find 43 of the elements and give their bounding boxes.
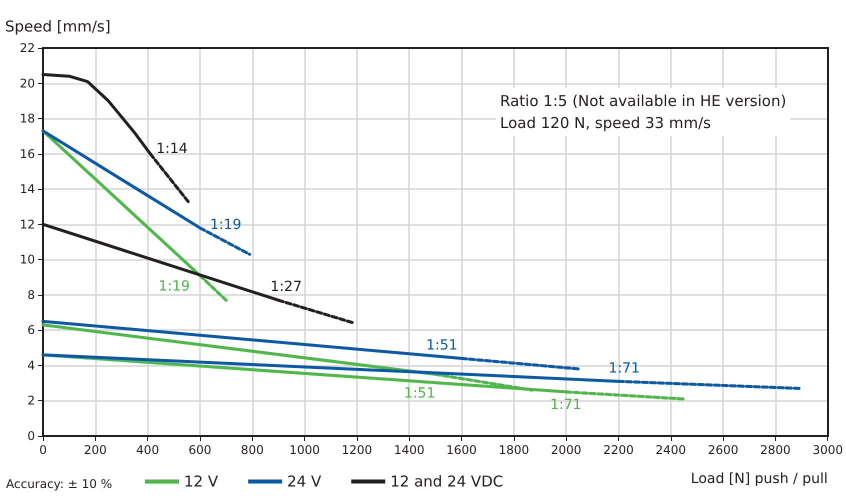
annotation: 1:51 <box>404 385 436 402</box>
y-tick-label: 4 <box>27 358 35 372</box>
annotation: 1:14 <box>156 140 188 157</box>
x-tick-label: 2200 <box>603 443 634 457</box>
x-tick-label: 2400 <box>656 443 686 457</box>
y-tick-label: 10 <box>20 252 35 267</box>
annotation: 1:19 <box>158 278 190 295</box>
annotation: 1:71 <box>550 396 582 413</box>
x-tick-label: 800 <box>240 443 264 457</box>
y-tick-label: 22 <box>20 41 35 55</box>
y-tick-label: 0 <box>27 429 35 443</box>
y-tick-label: 18 <box>20 112 35 126</box>
y-tick-label: 6 <box>27 323 35 338</box>
x-tick-label: 2800 <box>760 443 791 457</box>
annotation: 1:27 <box>270 279 302 296</box>
x-tick-label: 1400 <box>394 443 424 457</box>
y-tick-label: 2 <box>27 394 35 408</box>
text: Accuracy: ± 10 % <box>6 477 112 491</box>
annotation: 1:19 <box>210 216 242 233</box>
x-tick-label: 3000 <box>812 443 844 457</box>
y-tick-label: 14 <box>20 182 35 196</box>
x-tick-label: 1000 <box>289 443 320 457</box>
annotation: 1:71 <box>608 360 640 376</box>
x-axis-title: Load [N] push / pull <box>690 471 828 487</box>
x-tick-label: 200 <box>84 443 107 457</box>
x-tick-label: 1600 <box>446 443 477 457</box>
y-tick-label: 8 <box>27 288 35 302</box>
x-tick-label: 1200 <box>342 443 372 457</box>
y-tick-label: 16 <box>20 146 35 161</box>
annotation: 1:51 <box>426 337 458 354</box>
y-tick-label: 12 <box>20 217 35 232</box>
legend-label: 24 V <box>287 472 322 490</box>
x-tick-label: 2000 <box>550 443 582 457</box>
x-tick-label: 0 <box>39 443 47 457</box>
y-axis-title: Speed [mm/s] <box>5 18 111 36</box>
x-tick-label: 400 <box>136 443 160 457</box>
y-tick-label: 20 <box>20 76 35 90</box>
legend-label: 12 and 24 VDC <box>390 472 504 490</box>
legend-label: 12 V <box>184 472 219 490</box>
annotation: Ratio 1:5 (Not available in HE version) Load 120 N, speed 33 mm/s <box>500 92 786 132</box>
x-tick-label: 1800 <box>498 443 530 457</box>
x-tick-label: 600 <box>188 443 212 457</box>
x-tick-label: 2600 <box>708 443 738 457</box>
